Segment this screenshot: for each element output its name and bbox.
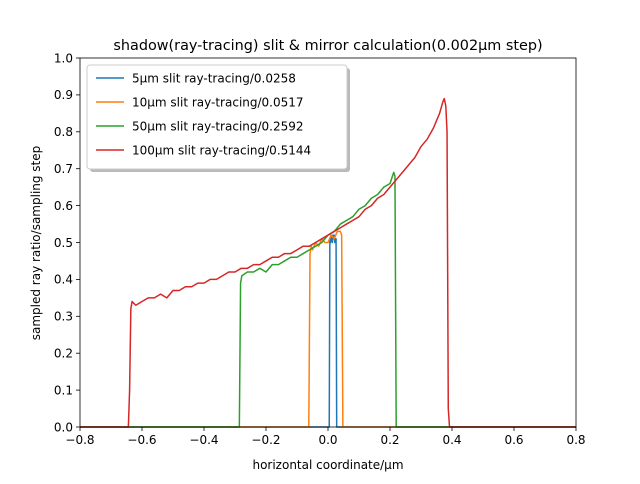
x-axis-label: horizontal coordinate/μm (252, 458, 403, 472)
legend-label-4: 100μm slit ray-tracing/0.5144 (132, 144, 311, 158)
x-tick-label: −0.8 (65, 433, 94, 447)
x-tick-label: 0.0 (318, 433, 337, 447)
x-tick-label: 0.8 (566, 433, 585, 447)
series-line-4 (80, 97, 576, 428)
y-tick-label: 0.8 (54, 125, 73, 139)
x-tick-label: 0.4 (442, 433, 461, 447)
legend-label-1: 5μm slit ray-tracing/0.0258 (132, 72, 296, 86)
y-tick-label: 0.1 (54, 383, 73, 397)
legend-label-3: 50μm slit ray-tracing/0.2592 (132, 120, 304, 134)
x-tick-label: 0.6 (504, 433, 523, 447)
x-tick-label: −0.6 (127, 433, 156, 447)
y-tick-label: 0.3 (54, 310, 73, 324)
y-tick-label: 0.0 (54, 420, 73, 434)
y-tick-label: 0.7 (54, 162, 73, 176)
series-line-3 (80, 171, 576, 428)
y-tick-label: 0.2 (54, 347, 73, 361)
axes-layer: −0.8 −0.6 −0.4 −0.2 0.0 0.2 0.4 0.6 0.8 0.0 0.1 0.2… (54, 51, 586, 447)
legend-box (86, 64, 348, 170)
series-line-1 (80, 234, 576, 428)
series-line-2 (80, 230, 576, 428)
y-tick-label: 0.9 (54, 88, 73, 102)
y-tick-label: 0.4 (54, 273, 73, 287)
x-tick-label: 0.2 (380, 433, 399, 447)
y-tick-label: 1.0 (54, 51, 73, 65)
x-tick-label: −0.4 (189, 433, 218, 447)
legend: 5μm slit ray-tracing/0.0258 10μm slit ray… (86, 64, 350, 172)
legend-label-2: 10μm slit ray-tracing/0.0517 (132, 96, 304, 110)
x-tick-label: −0.2 (251, 433, 280, 447)
y-tick-label: 0.6 (54, 199, 73, 213)
series-layer (80, 97, 576, 428)
y-tick-label: 0.5 (54, 236, 73, 250)
chart-title: shadow(ray-tracing) slit & mirror calcul… (113, 38, 542, 54)
y-axis-label: sampled ray ratio/sampling step (29, 146, 43, 341)
